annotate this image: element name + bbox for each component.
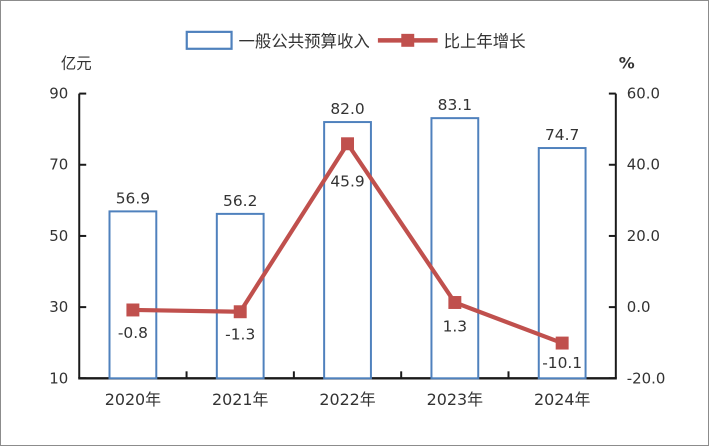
x-axis-tick-label: 2024年 [534, 390, 590, 409]
bar [215, 212, 265, 380]
left-axis-tick-label: 30 [49, 298, 68, 316]
legend-label-line: 比上年增长 [444, 32, 526, 51]
line-value-label: -10.1 [542, 354, 582, 372]
left-axis-title: 亿元 [61, 55, 92, 73]
left-axis-tick-label: 70 [49, 156, 68, 174]
line-value-label: 45.9 [330, 173, 364, 191]
left-axis-tick-label: 50 [49, 227, 68, 245]
line-marker [555, 336, 569, 350]
line-marker [448, 296, 462, 309]
x-axis-tick-label: 2023年 [427, 390, 483, 409]
bar [108, 210, 158, 380]
legend-line-marker [401, 33, 415, 47]
line-value-label: 1.3 [443, 317, 468, 335]
x-axis-tick-label: 2020年 [105, 390, 161, 409]
line-marker [126, 303, 140, 317]
line-value-label: -1.3 [225, 326, 255, 344]
bar [323, 121, 372, 380]
bar-value-label: 83.1 [438, 96, 472, 114]
bar-value-label: 82.0 [330, 100, 364, 118]
right-axis-tick-label: 20.0 [627, 227, 660, 245]
right-axis-tick-label: 0.0 [627, 298, 651, 316]
legend-label-bar: 一般公共预算收入 [239, 32, 370, 51]
bar-value-label: 56.2 [223, 192, 257, 210]
line-marker [341, 137, 355, 151]
x-axis-tick-label: 2022年 [319, 390, 375, 409]
bar-value-label: 56.9 [116, 189, 150, 207]
right-axis-tick-label: 60.0 [627, 85, 660, 103]
right-axis-tick-label: 40.0 [627, 156, 660, 174]
left-axis-tick-label: 90 [49, 85, 68, 103]
legend-bar-swatch [185, 30, 233, 50]
bar-value-label: 74.7 [545, 126, 579, 144]
line-value-label: -0.8 [118, 324, 148, 342]
x-axis-tick-label: 2021年 [212, 390, 268, 409]
bar [430, 117, 480, 380]
right-axis-tick-label: -20.0 [627, 369, 666, 387]
left-axis-tick-label: 10 [49, 369, 68, 387]
line-marker [233, 305, 247, 319]
right-axis-title: % [619, 54, 635, 73]
